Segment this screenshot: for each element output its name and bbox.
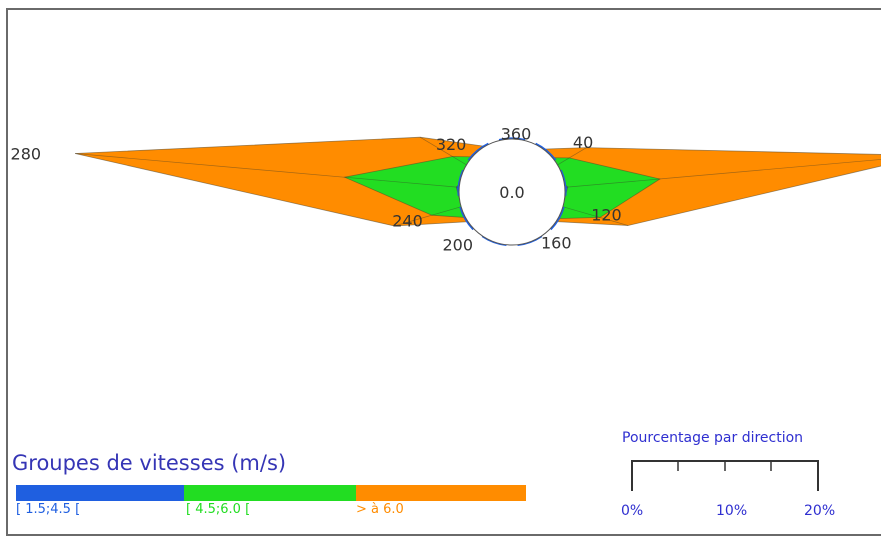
direction-label: 160: [541, 233, 572, 252]
rose-spoke: [344, 176, 460, 188]
scale-label-min: 0%: [621, 503, 644, 519]
direction-label: 280: [11, 145, 42, 164]
rose-spoke: [564, 178, 660, 188]
direction-label: 240: [392, 211, 423, 230]
scale-title: Pourcentage par direction: [622, 430, 804, 446]
legend-swatch-mid: [184, 485, 356, 501]
calm-circle: [458, 138, 566, 246]
legend-label-high: > à 6.0: [356, 502, 404, 517]
legend-label-low: [ 1.5;4.5 [: [16, 502, 81, 517]
scale-label-mid: 10%: [716, 503, 748, 519]
calm-value-label: 0.0: [499, 183, 524, 202]
direction-label: 320: [436, 135, 467, 154]
direction-label: 200: [442, 235, 473, 254]
direction-label: 120: [591, 205, 622, 224]
direction-label: 40: [573, 133, 593, 152]
scale-label-max: 20%: [804, 503, 836, 519]
legend-swatch-low: [16, 485, 184, 501]
legend-label-mid: [ 4.5;6.0 [: [186, 502, 251, 517]
chart-frame: [6, 8, 881, 536]
direction-labels: 4080120160200240280320360: [11, 125, 622, 255]
rose-spoke: [557, 204, 601, 218]
legend-swatch-high: [356, 485, 526, 501]
percent-scale-bar: [631, 460, 819, 491]
legend-title: Groupes de vitesses (m/s): [12, 451, 287, 475]
direction-label: 360: [501, 125, 532, 144]
